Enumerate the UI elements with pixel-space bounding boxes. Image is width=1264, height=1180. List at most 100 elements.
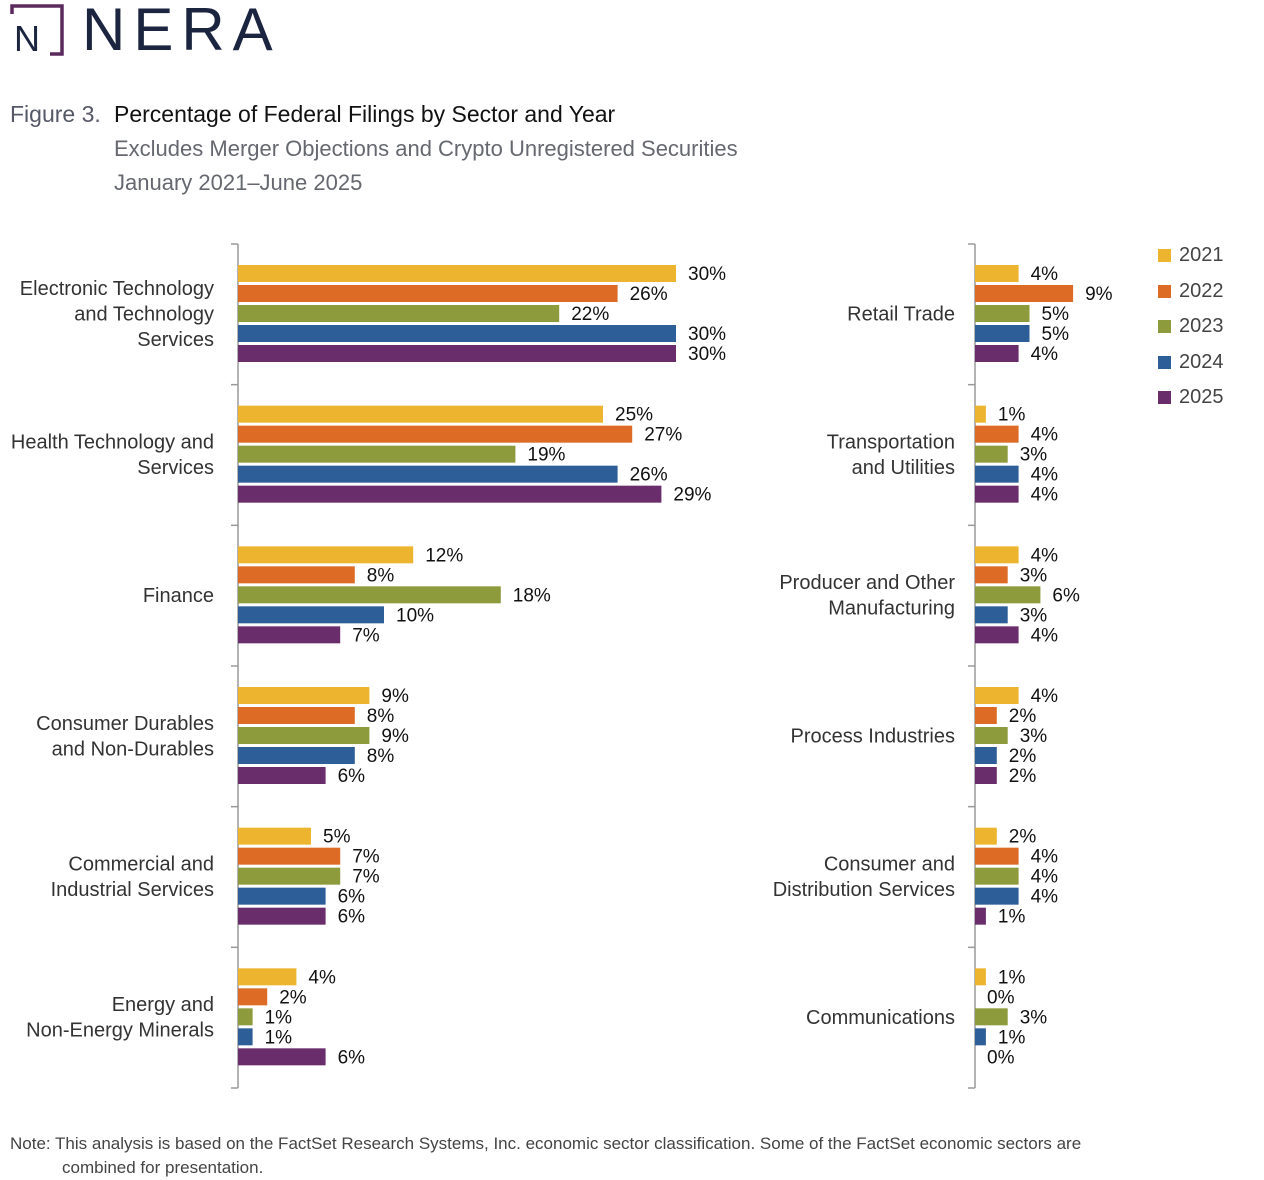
legend-item-2025: 2025 [1158, 380, 1224, 416]
data-label-2024: 26% [630, 465, 668, 486]
bar-2022 [975, 847, 1019, 865]
bar-2024 [238, 465, 618, 483]
category-label: Commercial and [68, 853, 214, 875]
data-label-2021: 4% [1031, 686, 1059, 707]
legend-label: 2023 [1179, 315, 1224, 338]
legend-item-2021: 2021 [1158, 238, 1224, 274]
bar-2023 [238, 727, 370, 744]
bar-2022 [975, 707, 997, 724]
bar-2021 [238, 687, 370, 704]
legend-item-2024: 2024 [1158, 345, 1224, 381]
bar-2025 [975, 767, 997, 784]
data-label-2023: 18% [513, 585, 551, 606]
bar-2022 [238, 707, 355, 724]
bar-2021 [238, 405, 603, 423]
note: Note: This analysis is based on the Fact… [10, 1132, 1210, 1180]
figure-subtitle-2: January 2021–June 2025 [114, 170, 363, 195]
data-label-2023: 22% [571, 304, 609, 325]
bar-2022 [238, 566, 355, 584]
legend-swatch [1158, 391, 1171, 405]
bar-2021 [975, 265, 1019, 282]
bar-2021 [975, 546, 1019, 564]
bar-2024 [238, 606, 384, 624]
bar-2021 [975, 827, 997, 845]
bar-2023 [238, 867, 341, 885]
data-label-2024: 4% [1031, 465, 1059, 486]
data-label-2023: 4% [1031, 867, 1059, 888]
bar-2023 [975, 727, 1008, 744]
data-label-2025: 1% [998, 907, 1026, 928]
data-label-2021: 1% [998, 405, 1026, 426]
bar-2025 [975, 345, 1019, 362]
bar-2025 [975, 907, 986, 925]
legend-item-2022: 2022 [1158, 274, 1224, 310]
data-label-2025: 2% [1009, 766, 1037, 787]
data-label-2025: 4% [1031, 344, 1059, 365]
bar-2022 [975, 566, 1008, 584]
data-label-2025: 4% [1031, 625, 1059, 646]
bar-2024 [238, 747, 355, 764]
category-label: Finance [143, 585, 214, 607]
bar-2025 [238, 1048, 326, 1066]
bar-2021 [975, 968, 986, 986]
data-label-2024: 8% [367, 746, 395, 767]
bar-2025 [975, 485, 1019, 503]
bar-2024 [975, 887, 1019, 905]
bar-2023 [975, 867, 1019, 885]
data-label-2022: 8% [367, 706, 395, 727]
bar-2025 [238, 626, 341, 644]
category-label: Process Industries [790, 726, 955, 748]
category-label: Industrial Services [51, 879, 214, 901]
data-label-2025: 6% [338, 1047, 366, 1068]
bar-2022 [975, 285, 1074, 302]
bar-2025 [975, 626, 1019, 644]
category-label: Distribution Services [773, 879, 955, 901]
bar-2022 [238, 285, 618, 302]
note-line-2: combined for presentation. [62, 1158, 264, 1177]
category-label: Services [137, 329, 214, 351]
bar-2022 [238, 988, 268, 1006]
data-label-2022: 26% [630, 284, 668, 305]
data-label-2022: 2% [279, 987, 307, 1008]
category-label: Retail Trade [847, 304, 955, 326]
data-label-2021: 9% [381, 686, 409, 707]
data-label-2024: 5% [1042, 324, 1070, 345]
data-label-2023: 3% [1020, 726, 1048, 747]
data-label-2024: 4% [1031, 887, 1059, 908]
legend-swatch [1158, 320, 1171, 334]
bar-2024 [975, 747, 997, 764]
category-label: Electronic Technology [20, 278, 214, 300]
bar-2025 [238, 345, 676, 362]
data-label-2021: 1% [998, 967, 1026, 988]
data-label-2023: 3% [1020, 445, 1048, 466]
legend-swatch [1158, 249, 1171, 263]
figure-title: Percentage of Federal Filings by Sector … [114, 101, 616, 127]
data-label-2024: 10% [396, 605, 434, 626]
data-label-2021: 4% [1031, 264, 1059, 285]
data-label-2021: 30% [688, 264, 726, 285]
bar-2024 [238, 325, 676, 342]
data-label-2025: 7% [352, 625, 380, 646]
bar-2025 [238, 767, 326, 784]
data-label-2025: 4% [1031, 485, 1059, 506]
category-label: Transportation [827, 431, 955, 453]
data-label-2021: 2% [1009, 827, 1037, 848]
data-label-2023: 7% [352, 867, 380, 888]
data-label-2025: 0% [987, 1047, 1015, 1068]
legend-swatch [1158, 284, 1171, 298]
bar-2022 [238, 425, 633, 443]
data-label-2023: 6% [1052, 585, 1080, 606]
legend-label: 2024 [1179, 350, 1224, 373]
data-label-2021: 4% [308, 967, 336, 988]
data-label-2022: 3% [1020, 565, 1048, 586]
data-label-2022: 4% [1031, 425, 1059, 446]
bar-2024 [975, 606, 1008, 624]
bar-charts: Electronic Technology and Technology Servi… [11, 243, 1113, 1089]
category-label: and Non-Durables [52, 738, 214, 760]
logo-mark-letter: N [14, 18, 40, 56]
data-label-2024: 30% [688, 324, 726, 345]
category-label: Producer and Other [779, 572, 955, 594]
data-label-2024: 2% [1009, 746, 1037, 767]
bar-2023 [975, 586, 1041, 604]
bar-2023 [975, 1008, 1008, 1026]
